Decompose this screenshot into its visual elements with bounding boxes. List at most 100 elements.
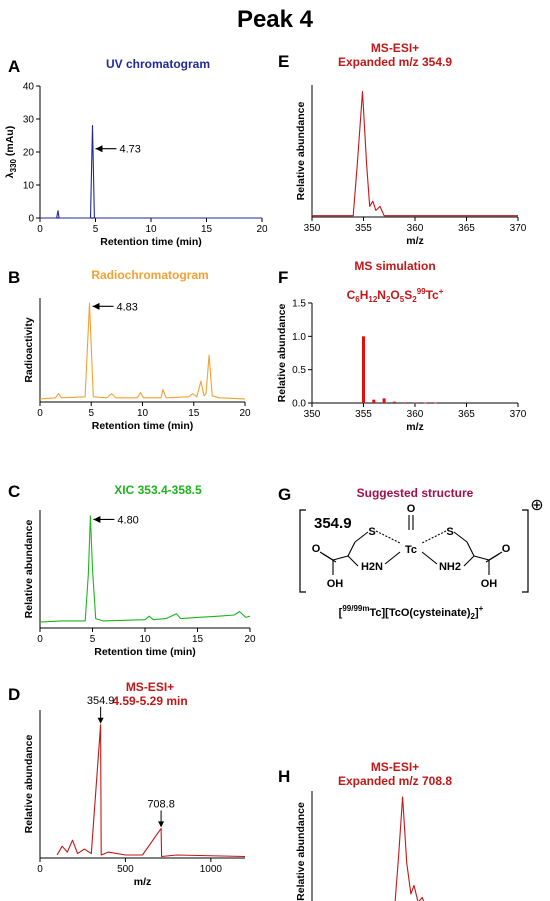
- panel-letter-h: H: [278, 767, 290, 786]
- right-bracket: [522, 509, 529, 593]
- series-line: [56, 724, 246, 858]
- x-tick-label: 20: [244, 634, 256, 645]
- x-tick-label: 355: [355, 223, 372, 234]
- peak-label: 4.83: [117, 301, 138, 313]
- series-line: [39, 302, 246, 400]
- y-axis-label: λ330 (mAu): [4, 126, 18, 178]
- x-tick-label: 360: [407, 223, 424, 234]
- atom-oh-right: OH: [481, 578, 498, 590]
- x-tick-label: 15: [192, 634, 204, 645]
- atom-s-right: S: [446, 526, 453, 538]
- x-tick-label: 10: [145, 224, 157, 235]
- y-tick-label: 0.5: [292, 365, 306, 376]
- bar: [434, 402, 438, 404]
- x-axis-label: m/z: [406, 421, 424, 433]
- panel-letter-g: G: [278, 485, 291, 504]
- y-axis-label: Relative abundance: [23, 735, 35, 834]
- x-axis-label: Retention time (min): [94, 646, 196, 658]
- x-tick-label: 15: [188, 408, 200, 419]
- atom-tc: Tc: [405, 544, 417, 556]
- bar: [362, 336, 365, 403]
- x-axis-label: m/z: [406, 235, 424, 247]
- series-line: [39, 515, 251, 623]
- y-tick-label: 30: [23, 115, 35, 126]
- x-tick-label: 365: [458, 409, 475, 420]
- panel-b: B Radiochromatogram 0 5 10 15 20 Retention time…: [8, 268, 251, 432]
- chart-subtitle: Expanded m/z 354.9: [338, 55, 452, 69]
- bar: [382, 398, 386, 403]
- atom-s-left: S: [368, 526, 375, 538]
- y-axis-label: Radioactivity: [23, 317, 35, 383]
- bar: [372, 399, 376, 403]
- chart-title: MS-ESI+: [371, 760, 419, 774]
- structure-caption: [99/99mTc][TcO(cysteinate)2]+: [339, 604, 484, 621]
- chart-title: MS-ESI+: [126, 680, 174, 694]
- y-tick-label: 0: [28, 214, 34, 225]
- x-axis-label: Retention time (min): [92, 420, 194, 432]
- atom-nh2-right: NH2: [439, 561, 461, 573]
- arrow-head-icon: [95, 145, 103, 153]
- bar: [413, 402, 417, 404]
- series-line: [394, 796, 425, 901]
- bar: [403, 402, 407, 404]
- panel-f-formula: C6H12N2O5S299Tc+: [347, 287, 444, 304]
- structure-mass-label: 354.9: [314, 515, 352, 532]
- series-line: [40, 125, 262, 219]
- y-axis-label: Relative abundance: [23, 520, 35, 619]
- x-tick-label: 10: [137, 408, 149, 419]
- y-tick-label: 1.0: [292, 332, 306, 343]
- panel-a: A UV chromatogram 0 5 10 15 20 0 10 20 30 40 Retenti…: [4, 57, 268, 248]
- panel-e: E MS-ESI+Expanded m/z 354.9 350 355 360 365 37…: [278, 41, 527, 247]
- x-tick-label: 360: [407, 409, 424, 420]
- peak-label: 708.8: [147, 798, 175, 810]
- panel-d: D MS-ESI+4.59-5.29 min 0 500 1000 m/z Relative…: [8, 680, 246, 888]
- x-tick-label: 5: [90, 634, 96, 645]
- x-axis-label: Retention time (min): [100, 236, 202, 248]
- atom-oh-left: OH: [327, 578, 344, 590]
- arrow-head-icon: [93, 515, 101, 523]
- x-tick-label: 20: [239, 408, 251, 419]
- x-tick-label: 5: [88, 408, 94, 419]
- x-tick-label: 370: [510, 223, 527, 234]
- y-axis-label: Relative abundance: [295, 802, 307, 901]
- left-bracket: [299, 509, 306, 593]
- panel-letter-f: F: [278, 268, 288, 287]
- arrow-head-icon: [92, 302, 100, 310]
- y-tick-label: 1.5: [292, 299, 306, 310]
- chart-title: XIC 353.4-358.5: [114, 483, 202, 497]
- panel-letter-c: C: [8, 482, 20, 501]
- x-tick-label: 0: [37, 864, 43, 875]
- charge-icon: ⊕: [530, 497, 543, 514]
- x-tick-label: 370: [510, 409, 527, 420]
- chart-title: MS-ESI+: [371, 41, 419, 55]
- panel-letter-a: A: [8, 57, 20, 76]
- chart-title: MS simulation: [354, 259, 435, 273]
- peak-label: 4.80: [117, 514, 138, 526]
- panel-letter-b: B: [8, 268, 20, 287]
- x-tick-label: 350: [304, 223, 321, 234]
- arrow-head-icon: [158, 821, 165, 828]
- x-tick-label: 500: [117, 864, 134, 875]
- y-tick-label: 40: [23, 82, 35, 93]
- peak-label: 4.73: [120, 144, 141, 156]
- panel-g-structure: G Suggested structure ⊕ 354.9: [278, 485, 544, 621]
- x-tick-label: 365: [458, 223, 475, 234]
- x-tick-label: 0: [37, 634, 43, 645]
- series-line: [312, 91, 518, 217]
- panel-c: C XIC 353.4-358.5 0 5 10 15 20 Retention time (…: [8, 482, 256, 658]
- atom-o-right: O: [502, 543, 511, 555]
- x-tick-label: 0: [37, 224, 43, 235]
- atom-nh2-left: H2N: [361, 561, 383, 573]
- structure-title: Suggested structure: [357, 486, 474, 500]
- x-tick-label: 5: [93, 224, 99, 235]
- bar: [423, 402, 427, 404]
- x-tick-label: 0: [37, 408, 43, 419]
- figure-title: Peak 4: [237, 6, 314, 33]
- x-tick-label: 350: [304, 409, 321, 420]
- y-axis-label: Relative abundance: [276, 304, 288, 403]
- x-tick-label: 355: [355, 409, 372, 420]
- x-tick-label: 1000: [200, 864, 223, 875]
- panel-letter-d: D: [8, 685, 20, 704]
- x-axis-label: m/z: [134, 876, 152, 888]
